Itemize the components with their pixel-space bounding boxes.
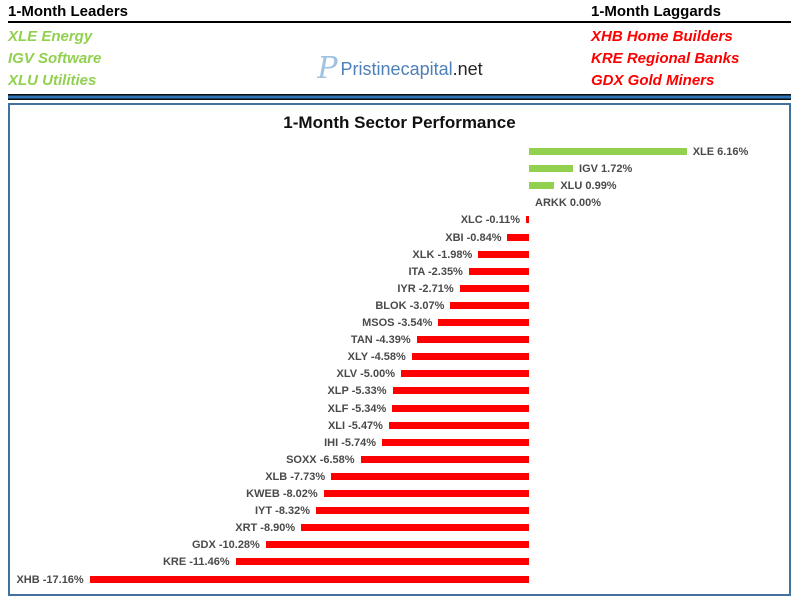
chart-row-xbi: XBI -0.84% (10, 230, 789, 246)
bar-label-iyt: IYT -8.32% (254, 505, 311, 518)
bar-label-xle: XLE 6.16% (692, 146, 749, 158)
bar-label-iyr: IYR -2.71% (397, 282, 454, 295)
negative-bar-blok (450, 301, 529, 309)
negative-bar-xlk (478, 250, 529, 258)
negative-bar-xrt (301, 524, 529, 532)
leader-item: XLE Energy (8, 28, 93, 45)
chart-row-xhb: XHB -17.16% (10, 572, 789, 588)
chart-row-xlv: XLV -5.00% (10, 366, 789, 382)
negative-bar-xlf (392, 404, 529, 412)
bar-label-xbi: XBI -0.84% (445, 231, 502, 244)
negative-bar-soxx (360, 455, 529, 463)
chart-row-tan: TAN -4.39% (10, 332, 789, 348)
laggard-item: XHB Home Builders (591, 28, 733, 45)
logo-suffix: .net (452, 58, 483, 79)
negative-bar-xli (388, 421, 529, 429)
logo-name: Pristinecapital (340, 58, 453, 79)
negative-bar-ihi (382, 438, 529, 446)
bar-label-xlu: XLU 0.99% (560, 180, 617, 193)
negative-bar-gdx (265, 541, 529, 549)
bar-label-xlk: XLK -1.98% (412, 248, 473, 261)
bar-label-gdx: GDX -10.28% (191, 539, 260, 552)
bar-label-kre: KRE -11.46% (162, 556, 230, 569)
chart-row-gdx: GDX -10.28% (10, 537, 789, 553)
chart-row-iyt: IYT -8.32% (10, 503, 789, 519)
chart-row-ihi: IHI -5.74% (10, 435, 789, 451)
bar-label-xlp: XLP -5.33% (327, 385, 387, 398)
negative-bar-kre (235, 558, 529, 566)
negative-bar-iyt (316, 507, 529, 515)
bar-label-ita: ITA -2.35% (408, 265, 463, 278)
positive-bar-igv (529, 165, 574, 173)
negative-bar-xbi (507, 233, 529, 241)
chart-row-blok: BLOK -3.07% (10, 298, 789, 314)
logo-script-p-icon: P (317, 51, 338, 86)
laggard-item: KRE Regional Banks (591, 50, 740, 67)
positive-bar-xle (529, 148, 687, 155)
negative-bar-xlb (331, 472, 529, 480)
bar-label-xlb: XLB -7.73% (265, 470, 326, 483)
bar-label-xly: XLY -4.58% (347, 351, 406, 364)
bar-label-xlv: XLV -5.00% (336, 368, 396, 381)
bar-label-xli: XLI -5.47% (327, 419, 383, 432)
leaders-list: XLE Energy IGV Software XLU Utilities (8, 26, 101, 92)
chart-row-ita: ITA -2.35% (10, 264, 789, 280)
chart-row-xlu: XLU 0.99% (10, 178, 789, 194)
leader-item: XLU Utilities (8, 72, 97, 89)
chart-title: 1-Month Sector Performance (283, 113, 516, 132)
header-divider (8, 21, 791, 23)
positive-bar-xlu (529, 182, 555, 190)
negative-bar-ita (468, 267, 529, 275)
negative-bar-iyr (459, 284, 529, 292)
negative-bar-xly (411, 353, 529, 361)
chart-row-igv: IGV 1.72% (10, 161, 789, 177)
chart-row-arkk: ARKK 0.00% (10, 195, 789, 211)
chart-row-msos: MSOS -3.54% (10, 315, 789, 331)
bar-label-xhb: XHB -17.16% (16, 573, 84, 586)
bar-label-ihi: IHI -5.74% (324, 436, 377, 449)
bar-label-xrt: XRT -8.90% (235, 522, 296, 535)
chart-row-xlk: XLK -1.98% (10, 247, 789, 263)
chart-row-xlb: XLB -7.73% (10, 469, 789, 485)
negative-bar-msos (438, 319, 529, 326)
chart-row-xly: XLY -4.58% (10, 349, 789, 365)
negative-bar-xlp (392, 387, 529, 395)
chart-row-xle: XLE 6.16% (10, 144, 789, 160)
laggards-list: XHB Home Builders KRE Regional Banks GDX… (591, 26, 739, 92)
blue-divider (8, 94, 791, 100)
chart-container: 1-Month Sector Performance XLE 6.16% IGV … (8, 103, 791, 596)
negative-bar-xhb (89, 575, 529, 583)
negative-bar-tan (416, 336, 529, 344)
chart-rows: XLE 6.16% IGV 1.72% XLU 0.99% ARKK 0.00% XLC… (10, 105, 789, 594)
bar-label-tan: TAN -4.39% (350, 334, 411, 347)
bar-label-arkk: ARKK 0.00% (535, 197, 602, 210)
bar-label-igv: IGV 1.72% (579, 163, 633, 176)
logo: P Pristinecapital .net (0, 54, 800, 84)
negative-bar-kweb (323, 490, 529, 497)
chart-row-soxx: SOXX -6.58% (10, 452, 789, 468)
chart-row-xlc: XLC -0.11% (10, 212, 789, 228)
bar-label-xlf: XLF -5.34% (327, 402, 387, 415)
chart-row-xrt: XRT -8.90% (10, 520, 789, 536)
chart-row-xlp: XLP -5.33% (10, 383, 789, 399)
bar-label-kweb: KWEB -8.02% (246, 488, 318, 500)
chart-row-xlf: XLF -5.34% (10, 401, 789, 417)
negative-bar-xlv (401, 370, 529, 378)
leaders-title: 1-Month Leaders (8, 3, 129, 20)
bar-label-blok: BLOK -3.07% (375, 299, 445, 312)
bar-label-msos: MSOS -3.54% (362, 317, 433, 329)
laggard-item: GDX Gold Miners (591, 72, 715, 89)
chart-row-kweb: KWEB -8.02% (10, 486, 789, 502)
chart-row-kre: KRE -11.46% (10, 554, 789, 570)
leader-item: IGV Software (8, 50, 102, 67)
chart-row-iyr: IYR -2.71% (10, 281, 789, 297)
bar-label-soxx: SOXX -6.58% (286, 453, 355, 466)
negative-bar-xlc (526, 216, 529, 224)
laggards-title: 1-Month Laggards (591, 3, 721, 20)
bar-label-xlc: XLC -0.11% (460, 214, 520, 227)
chart-row-xli: XLI -5.47% (10, 418, 789, 434)
